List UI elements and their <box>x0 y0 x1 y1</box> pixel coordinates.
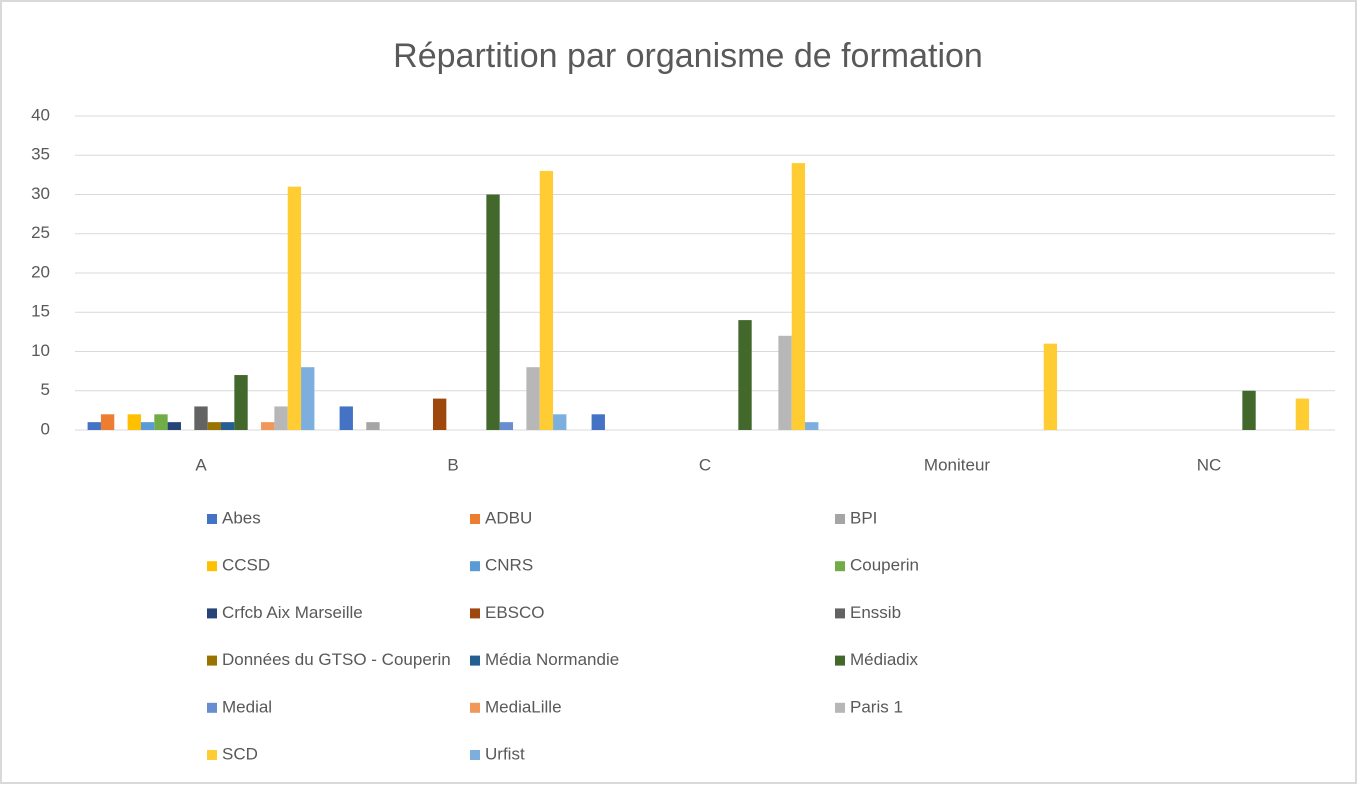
bar <box>301 367 315 430</box>
x-tick-label: NC <box>1197 455 1222 474</box>
legend-label: Medial <box>222 697 272 716</box>
x-tick-label: C <box>699 455 711 474</box>
x-tick-label: A <box>195 455 207 474</box>
y-tick-label: 30 <box>31 184 50 203</box>
bar <box>274 406 288 430</box>
legend-swatch <box>207 655 217 666</box>
legend-label: SCD <box>222 744 258 763</box>
bar <box>154 414 168 430</box>
x-tick-label: Moniteur <box>924 455 990 474</box>
legend-swatch <box>835 702 845 713</box>
legend-swatch <box>470 608 480 619</box>
y-tick-label: 10 <box>31 341 50 360</box>
bar <box>234 375 248 430</box>
bar <box>100 414 115 430</box>
y-tick-label: 20 <box>31 262 50 281</box>
bar <box>526 367 540 430</box>
bar <box>486 194 500 430</box>
legend-label: Couperin <box>850 556 919 575</box>
legend-swatch <box>470 514 480 524</box>
bar <box>167 422 181 430</box>
legend-label: ADBU <box>485 508 532 527</box>
legend-label: Abes <box>222 508 261 527</box>
legend-swatch <box>207 514 217 524</box>
bar <box>432 398 447 430</box>
chart-title: Répartition par organisme de formation <box>393 37 983 75</box>
y-tick-label: 25 <box>31 223 50 242</box>
legend-swatch <box>207 608 217 619</box>
bar <box>591 414 605 430</box>
legend-swatch <box>835 561 845 572</box>
legend-label: CNRS <box>485 556 533 575</box>
legend-swatch <box>835 608 845 619</box>
bar <box>738 320 752 430</box>
legend-swatch <box>207 702 217 713</box>
bar <box>1043 343 1058 430</box>
legend-label: Média Normandie <box>485 650 619 669</box>
legend-swatch <box>207 561 217 572</box>
bar <box>791 163 806 430</box>
y-tick-label: 40 <box>31 105 50 124</box>
bar <box>778 335 792 430</box>
bar <box>499 422 514 430</box>
legend-label: Urfist <box>485 744 525 763</box>
bar <box>140 422 155 430</box>
y-tick-label: 35 <box>31 145 50 164</box>
bar <box>207 422 222 430</box>
legend-label: Crfcb Aix Marseille <box>222 603 363 622</box>
legend-label: Données du GTSO - Couperin <box>222 650 451 669</box>
bar <box>366 422 380 430</box>
legend-label: CCSD <box>222 556 270 575</box>
legend-swatch <box>470 655 480 666</box>
bar <box>1242 390 1256 430</box>
legend-swatch <box>470 561 480 572</box>
bar <box>1295 398 1310 430</box>
legend-swatch <box>835 655 845 666</box>
bar <box>127 414 141 430</box>
legend-label: MediaLille <box>485 697 562 716</box>
x-tick-label: B <box>447 455 458 474</box>
bar <box>194 406 208 430</box>
bar <box>87 422 101 430</box>
y-tick-label: 15 <box>31 302 50 321</box>
bar <box>339 406 353 430</box>
bar <box>805 422 819 430</box>
legend-swatch <box>470 702 480 713</box>
bar <box>553 414 567 430</box>
legend-label: Paris 1 <box>850 697 903 716</box>
legend-label: Médiadix <box>850 650 919 669</box>
legend-label: Enssib <box>850 603 901 622</box>
legend-label: BPI <box>850 508 877 527</box>
bar <box>287 186 302 430</box>
y-tick-label: 5 <box>41 380 50 399</box>
y-tick-label: 0 <box>41 419 50 438</box>
legend-label: EBSCO <box>485 603 545 622</box>
bar <box>539 170 554 430</box>
legend-swatch <box>207 750 217 760</box>
bar <box>261 422 275 430</box>
bar <box>221 422 235 430</box>
legend-swatch <box>835 514 845 524</box>
legend-swatch <box>470 750 480 760</box>
